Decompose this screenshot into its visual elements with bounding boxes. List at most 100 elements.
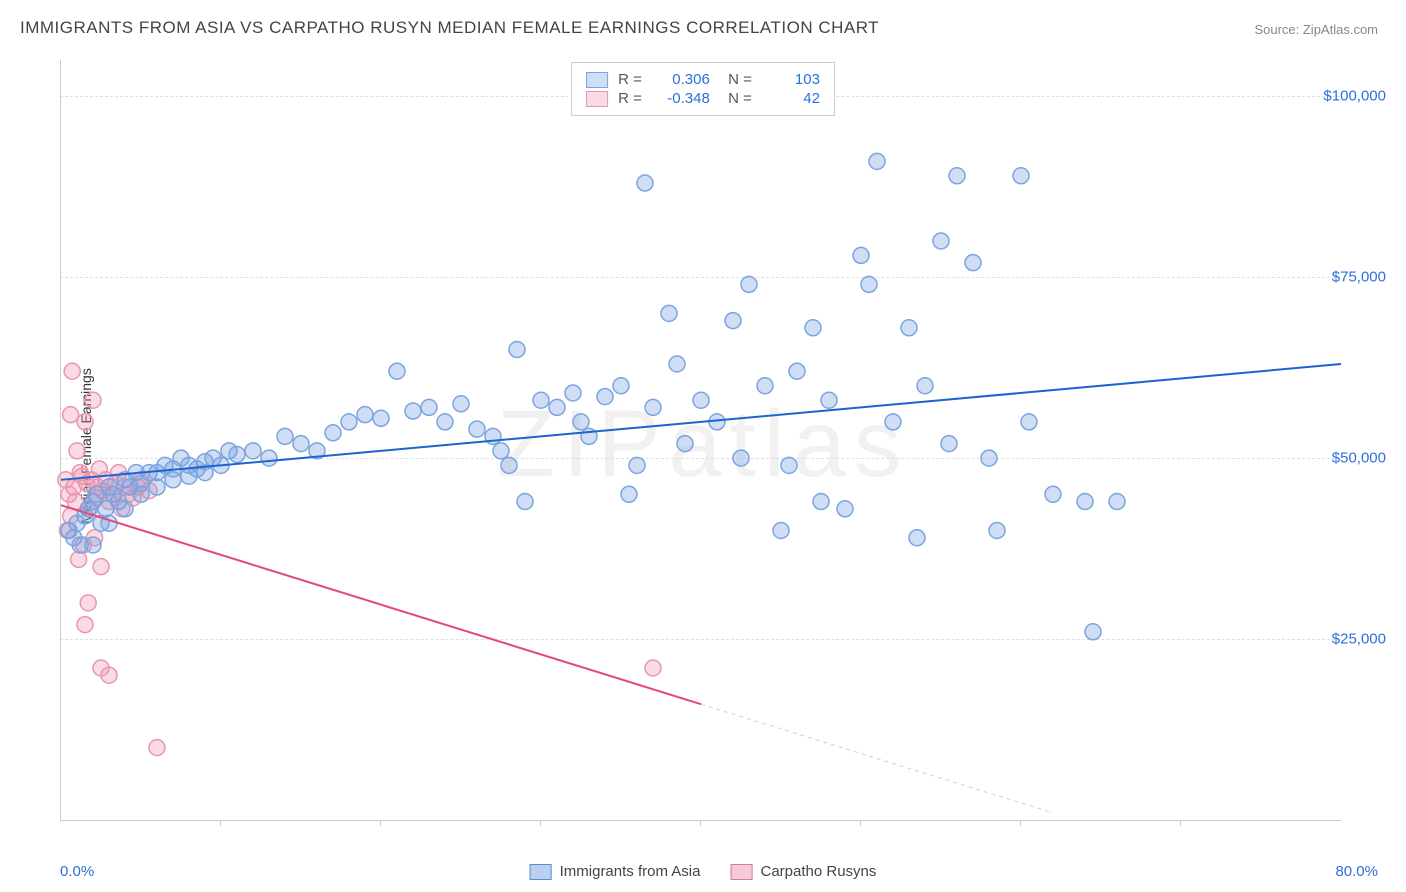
legend-label: Carpatho Rusyns [760,863,876,880]
source-label: Source: ZipAtlas.com [1254,22,1378,37]
data-point [245,443,261,459]
data-point [85,392,101,408]
data-point [725,313,741,329]
data-point [63,407,79,423]
x-tick [860,820,861,826]
data-point [989,522,1005,538]
data-point [573,414,589,430]
data-point [965,255,981,271]
legend-stats-row: R = -0.348 N = 42 [586,90,820,107]
data-point [325,425,341,441]
data-point [909,530,925,546]
trendline-extrapolated [701,704,1053,813]
data-point [85,537,101,553]
data-point [853,247,869,263]
data-point [885,414,901,430]
x-tick [1180,820,1181,826]
data-point [645,660,661,676]
data-point [741,276,757,292]
data-point [341,414,357,430]
data-point [181,468,197,484]
x-tick [700,820,701,826]
legend-stats: R = 0.306 N = 103 R = -0.348 N = 42 [571,62,835,116]
data-point [437,414,453,430]
data-point [117,501,133,517]
data-point [1077,494,1093,510]
legend-stats-row: R = 0.306 N = 103 [586,71,820,88]
data-point [1109,494,1125,510]
data-point [565,385,581,401]
data-point [517,494,533,510]
legend-n-value: 103 [762,71,820,88]
data-point [733,450,749,466]
data-point [77,414,93,430]
x-axis-max-label: 80.0% [1335,863,1378,880]
data-point [637,175,653,191]
x-tick [540,820,541,826]
data-point [677,436,693,452]
data-point [613,378,629,394]
data-point [933,233,949,249]
trendline [61,364,1341,480]
data-point [261,450,277,466]
data-point [373,410,389,426]
x-axis-min-label: 0.0% [60,863,94,880]
data-point [533,392,549,408]
data-point [80,595,96,611]
legend-n-label: N = [720,71,752,88]
data-point [549,399,565,415]
data-point [389,363,405,379]
data-point [1021,414,1037,430]
x-tick [1020,820,1021,826]
legend-n-value: 42 [762,90,820,107]
data-point [941,436,957,452]
data-point [165,472,181,488]
data-point [821,392,837,408]
data-point [805,320,821,336]
data-point [277,428,293,444]
data-point [77,617,93,633]
legend-r-value: -0.348 [652,90,710,107]
scatter-svg [61,60,1341,820]
data-point [69,443,85,459]
data-point [469,421,485,437]
data-point [629,457,645,473]
data-point [133,486,149,502]
data-point [453,396,469,412]
data-point [293,436,309,452]
data-point [597,389,613,405]
data-point [421,399,437,415]
data-point [405,403,421,419]
data-point [93,559,109,575]
legend-n-label: N = [720,90,752,107]
data-point [917,378,933,394]
legend-series: Immigrants from Asia Carpatho Rusyns [530,863,877,880]
legend-item: Carpatho Rusyns [730,863,876,880]
data-point [661,305,677,321]
data-point [357,407,373,423]
data-point [789,363,805,379]
data-point [773,522,789,538]
data-point [837,501,853,517]
data-point [901,320,917,336]
data-point [1013,168,1029,184]
data-point [869,153,885,169]
legend-swatch-pink [730,864,752,880]
data-point [501,457,517,473]
data-point [669,356,685,372]
plot-area [60,60,1341,821]
legend-swatch-blue [530,864,552,880]
x-tick [380,820,381,826]
y-tick-label: $100,000 [1323,88,1386,105]
data-point [981,450,997,466]
data-point [493,443,509,459]
legend-r-label: R = [618,71,642,88]
data-point [1045,486,1061,502]
y-tick-label: $25,000 [1332,631,1386,648]
legend-r-label: R = [618,90,642,107]
data-point [1085,624,1101,640]
y-tick-label: $50,000 [1332,450,1386,467]
legend-swatch-blue [586,72,608,88]
data-point [101,667,117,683]
data-point [645,399,661,415]
